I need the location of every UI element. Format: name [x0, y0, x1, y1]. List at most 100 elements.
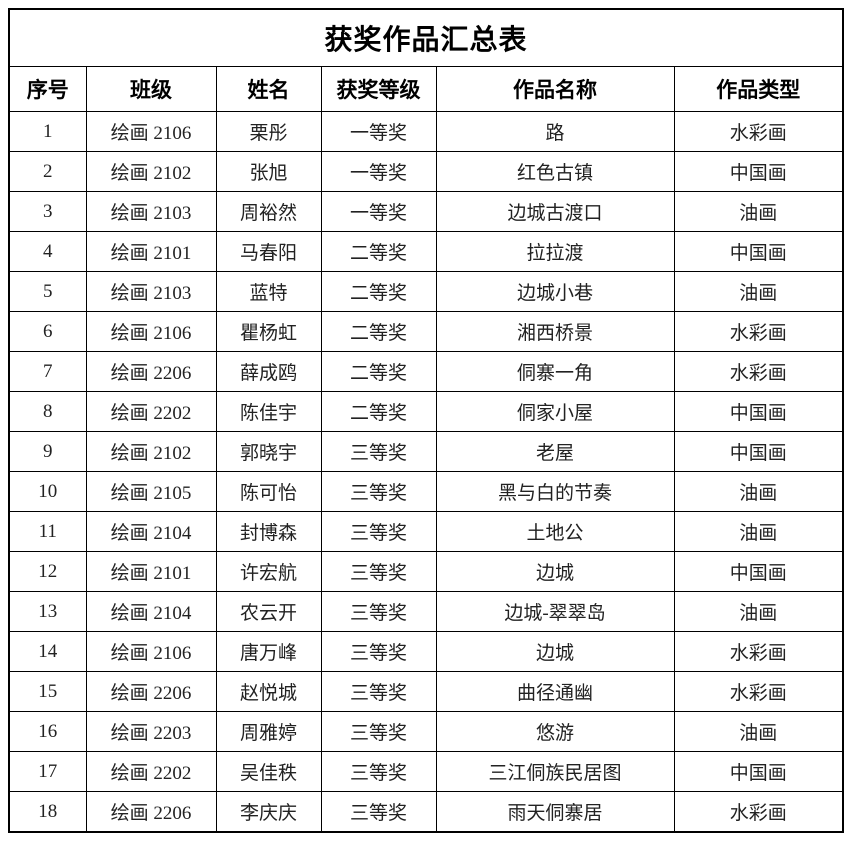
cell-class: 绘画 2202	[85, 751, 217, 792]
cell-class: 绘画 2206	[85, 791, 217, 833]
cell-no: 7	[8, 351, 87, 392]
cell-work: 黑与白的节奏	[435, 471, 675, 512]
cell-no: 3	[8, 191, 87, 232]
cell-class: 绘画 2206	[85, 351, 217, 392]
cell-class: 绘画 2106	[85, 311, 217, 352]
cell-type: 中国画	[673, 551, 844, 592]
cell-award: 二等奖	[320, 391, 437, 432]
cell-type: 水彩画	[673, 791, 844, 833]
cell-type: 油画	[673, 511, 844, 552]
table-header-row: 序号 班级 姓名 获奖等级 作品名称 作品类型	[8, 66, 844, 112]
table-body: 1 绘画 2106 栗彤 一等奖路水彩画 2 绘画 2102 张旭 一等奖 红色古镇 中国画 3 绘画…	[8, 111, 844, 833]
cell-no: 2	[8, 151, 87, 192]
cell-work: 边城古渡口	[435, 191, 675, 232]
cell-work: 三江侗族民居图	[435, 751, 675, 792]
cell-type: 水彩画	[673, 111, 844, 152]
cell-class: 绘画 2206	[85, 671, 217, 712]
cell-class: 绘画 2202	[85, 391, 217, 432]
cell-name: 蓝特	[215, 271, 322, 312]
cell-type: 中国画	[673, 391, 844, 432]
cell-name: 赵悦城	[215, 671, 322, 712]
cell-type: 水彩画	[673, 631, 844, 672]
table-row: 9 绘画 2102 郭晓宇 三等奖 老屋 中国画	[8, 431, 844, 472]
cell-type: 油画	[673, 271, 844, 312]
header-no: 序号	[8, 66, 87, 112]
cell-work: 红色古镇	[435, 151, 675, 192]
cell-work: 路	[435, 111, 675, 152]
cell-class: 绘画 2104	[85, 591, 217, 632]
cell-no: 6	[8, 311, 87, 352]
cell-no: 14	[8, 631, 87, 672]
cell-work: 边城小巷	[435, 271, 675, 312]
header-work: 作品名称	[435, 66, 675, 112]
header-type: 作品类型	[673, 66, 844, 112]
cell-type: 中国画	[673, 751, 844, 792]
cell-type: 中国画	[673, 431, 844, 472]
table-row: 15 绘画 2206 赵悦城 三等奖 曲径通幽 水彩画	[8, 671, 844, 712]
cell-award: 三等奖	[320, 471, 437, 512]
cell-type: 中国画	[673, 151, 844, 192]
cell-award: 二等奖	[320, 231, 437, 272]
table-row: 2 绘画 2102 张旭 一等奖 红色古镇 中国画	[8, 151, 844, 192]
cell-class: 绘画 2103	[85, 191, 217, 232]
cell-award: 三等奖	[320, 751, 437, 792]
table-row: 3 绘画 2103 周裕然 一等奖 边城古渡口 油画	[8, 191, 844, 232]
cell-award: 三等奖	[320, 791, 437, 833]
cell-award: 三等奖	[320, 711, 437, 752]
cell-class: 绘画 2106	[85, 631, 217, 672]
cell-work: 老屋	[435, 431, 675, 472]
cell-award: 三等奖	[320, 591, 437, 632]
cell-no: 12	[8, 551, 87, 592]
table-row: 16 绘画 2203 周雅婷 三等奖 悠游 油画	[8, 711, 844, 752]
cell-class: 绘画 2103	[85, 271, 217, 312]
table-row: 4 绘画 2101 马春阳 二等奖 拉拉渡 中国画	[8, 231, 844, 272]
cell-class: 绘画 2105	[85, 471, 217, 512]
cell-award: 三等奖	[320, 551, 437, 592]
cell-no: 5	[8, 271, 87, 312]
cell-award: 三等奖	[320, 511, 437, 552]
cell-name: 周裕然	[215, 191, 322, 232]
table-row: 8 绘画 2202 陈佳宇 二等奖 侗家小屋 中国画	[8, 391, 844, 432]
cell-no: 4	[8, 231, 87, 272]
cell-name: 张旭	[215, 151, 322, 192]
cell-no: 18	[8, 791, 87, 833]
cell-work: 雨天侗寨居	[435, 791, 675, 833]
cell-work: 曲径通幽	[435, 671, 675, 712]
cell-name: 陈可怡	[215, 471, 322, 512]
cell-no: 8	[8, 391, 87, 432]
cell-work: 拉拉渡	[435, 231, 675, 272]
cell-no: 1	[8, 111, 87, 152]
cell-no: 9	[8, 431, 87, 472]
cell-type: 油画	[673, 191, 844, 232]
cell-no: 17	[8, 751, 87, 792]
cell-class: 绘画 2104	[85, 511, 217, 552]
cell-no: 11	[8, 511, 87, 552]
cell-work: 悠游	[435, 711, 675, 752]
cell-type: 油画	[673, 711, 844, 752]
cell-work: 侗寨一角	[435, 351, 675, 392]
table-row: 1 绘画 2106 栗彤 一等奖路水彩画	[8, 111, 844, 152]
table-title: 获奖作品汇总表	[8, 8, 844, 67]
table-row: 12 绘画 2101 许宏航 三等奖 边城 中国画	[8, 551, 844, 592]
cell-name: 周雅婷	[215, 711, 322, 752]
header-class: 班级	[85, 66, 217, 112]
cell-type: 水彩画	[673, 351, 844, 392]
table-row: 18 绘画 2206 李庆庆 三等奖 雨天侗寨居 水彩画	[8, 791, 844, 833]
cell-work: 边城-翠翠岛	[435, 591, 675, 632]
cell-name: 李庆庆	[215, 791, 322, 833]
header-name: 姓名	[215, 66, 322, 112]
cell-no: 15	[8, 671, 87, 712]
cell-name: 栗彤	[215, 111, 322, 152]
cell-type: 水彩画	[673, 311, 844, 352]
cell-award: 二等奖	[320, 271, 437, 312]
cell-work: 土地公	[435, 511, 675, 552]
cell-work: 边城	[435, 551, 675, 592]
cell-name: 农云开	[215, 591, 322, 632]
cell-name: 唐万峰	[215, 631, 322, 672]
table-title-row: 获奖作品汇总表	[8, 8, 844, 67]
header-award: 获奖等级	[320, 66, 437, 112]
cell-award: 二等奖	[320, 351, 437, 392]
table-row: 13 绘画 2104 农云开 三等奖 边城-翠翠岛 油画	[8, 591, 844, 632]
table-row: 10 绘画 2105 陈可怡 三等奖 黑与白的节奏 油画	[8, 471, 844, 512]
